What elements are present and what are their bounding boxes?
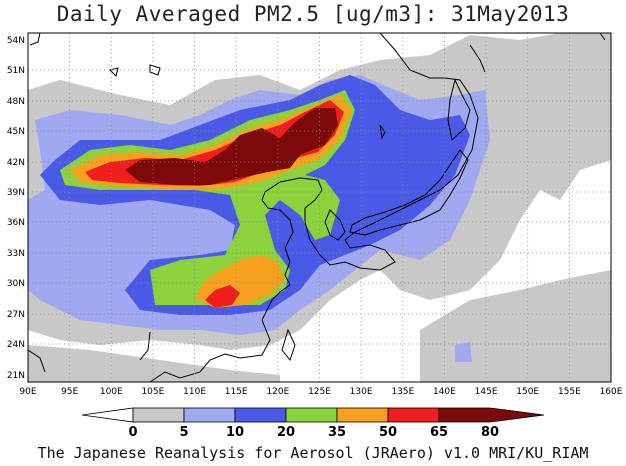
lon-label: 135E	[391, 387, 414, 397]
lon-label: 95E	[61, 387, 78, 397]
lat-label: 33N	[7, 249, 25, 259]
lon-label: 140E	[433, 387, 456, 397]
colorbar	[81, 407, 545, 423]
colorbar-swatch-1	[132, 407, 185, 423]
lat-label: 36N	[7, 218, 25, 228]
lat-label: 21N	[7, 371, 25, 381]
lon-label: 120E	[266, 387, 289, 397]
lat-label: 24N	[7, 340, 25, 350]
colorbar-label: 80	[481, 425, 499, 440]
lon-label: 160E	[600, 387, 623, 397]
colorbar-swatch-7	[438, 407, 545, 423]
lat-label: 45N	[7, 127, 25, 137]
lon-label: 145E	[475, 387, 498, 397]
colorbar-label: 5	[179, 425, 188, 440]
colorbar-swatch-6	[387, 407, 440, 423]
map-title: Daily Averaged PM2.5 [ug/m3]: 31May2013	[56, 2, 570, 26]
map-frame	[27, 32, 612, 383]
pm25-field	[28, 33, 611, 382]
lat-label: 54N	[7, 36, 25, 46]
footer-credit: The Japanese Reanalysis for Aerosol (JRA…	[37, 444, 589, 462]
lon-label: 100E	[100, 387, 123, 397]
lon-label: 110E	[183, 387, 206, 397]
colorbar-label: 10	[226, 425, 244, 440]
colorbar-swatch-2	[183, 407, 236, 423]
lon-label: 130E	[350, 387, 373, 397]
colorbar-label: 20	[277, 425, 295, 440]
lat-label: 42N	[7, 158, 25, 168]
colorbar-labels: 0 5 10 20 35 50 65 80	[128, 425, 499, 440]
level-lightblue-patch	[455, 342, 472, 362]
level-darkred	[125, 108, 338, 185]
lat-labels: 54N 51N 48N 45N 42N 39N 36N 33N 30N 27N …	[7, 36, 25, 381]
lon-label: 105E	[141, 387, 164, 397]
lat-label: 30N	[7, 279, 25, 289]
colorbar-label: 35	[328, 425, 346, 440]
colorbar-label: 50	[379, 425, 397, 440]
lon-label: 115E	[225, 387, 248, 397]
level-gray-south	[28, 345, 280, 382]
lat-label: 39N	[7, 188, 25, 198]
lat-label: 51N	[7, 66, 25, 76]
lon-label: 125E	[308, 387, 331, 397]
level-red-south	[205, 285, 240, 308]
colorbar-swatch-4	[285, 407, 338, 423]
lon-labels: 90E 95E 100E 105E 110E 115E 120E 125E 13…	[19, 387, 622, 397]
lon-label: 90E	[19, 387, 36, 397]
lat-label: 48N	[7, 97, 25, 107]
colorbar-swatch-5	[336, 407, 389, 423]
lon-label: 150E	[516, 387, 539, 397]
colorbar-label: 0	[128, 425, 137, 440]
colorbar-swatch-0	[81, 407, 134, 423]
coastlines	[28, 33, 606, 382]
lat-label: 27N	[7, 310, 25, 320]
colorbar-label: 65	[430, 425, 448, 440]
lon-label: 155E	[558, 387, 581, 397]
colorbar-swatch-3	[234, 407, 287, 423]
